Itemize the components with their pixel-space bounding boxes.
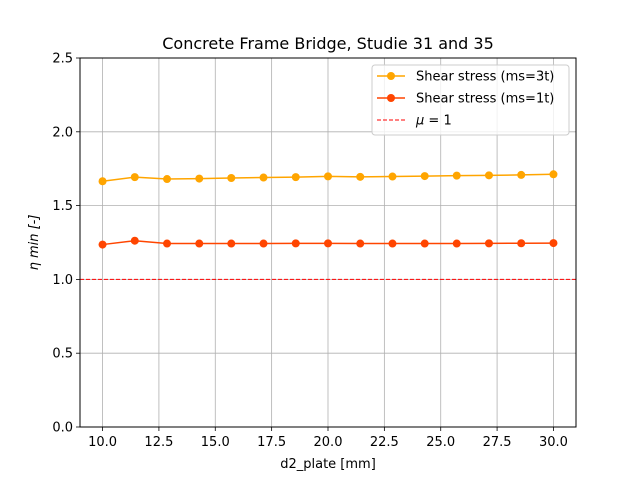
data-point [324,172,332,181]
y-tick-label: 2.5 [52,52,73,67]
legend-label: Shear stress (ms=1t) [416,92,554,107]
y-tick-label: 0.5 [52,347,73,362]
legend-marker [387,72,395,80]
data-point [484,171,493,180]
x-tick-label: 27.5 [483,435,512,450]
data-point [517,170,526,179]
data-point [98,177,107,186]
legend-label: μ = 1 [415,114,452,129]
data-point [291,173,300,182]
legend: Shear stress (ms=3t) Shear stress (ms=1t)… [371,64,570,136]
y-tick-label: 1.0 [52,273,73,288]
legend-box [371,64,570,136]
data-point [452,171,461,180]
data-point [324,239,332,248]
x-tick-label: 15.0 [201,435,230,450]
chart-title: Concrete Frame Bridge, Studie 31 and 35 [162,34,494,53]
data-point [388,172,397,181]
legend-marker [387,94,395,102]
data-point [517,239,526,248]
y-axis-title: η min [-] [27,215,42,271]
data-point [388,239,397,248]
data-point [163,239,172,248]
legend-label: Shear stress (ms=3t) [416,70,554,85]
data-point [291,239,300,248]
x-tick-label: 22.5 [370,435,399,450]
data-point [227,173,236,182]
data-point [163,175,172,184]
y-tick-label: 0.0 [52,421,73,436]
y-tick-label: 2.0 [52,125,73,140]
series-layer [98,170,558,249]
data-point [452,239,461,248]
data-point [549,170,558,179]
x-tick-label: 20.0 [314,435,343,450]
data-point [484,239,493,248]
data-point [259,173,268,182]
data-point [227,239,236,248]
data-point [98,240,107,249]
x-tick-label: 17.5 [257,435,286,450]
data-point [356,172,365,181]
data-point [259,239,268,248]
y-axis: 0.0 0.5 1.0 1.5 2.0 2.5 [52,52,80,436]
data-point [195,174,204,183]
y-tick-label: 1.5 [52,199,73,214]
x-tick-label: 30.0 [539,435,568,450]
data-point [549,239,558,248]
x-tick-label: 12.5 [144,435,173,450]
data-point [356,239,365,248]
data-point [420,172,429,181]
data-point [420,239,429,248]
x-tick-label: 25.0 [426,435,455,450]
x-axis: 10.0 12.5 15.0 17.5 20.0 22.5 25.0 27.5 30.0 [88,427,568,450]
x-tick-label: 10.0 [88,435,117,450]
data-point [195,239,204,248]
data-point [130,236,139,245]
data-point [130,173,139,182]
x-axis-title: d2_plate [mm] [280,457,376,472]
